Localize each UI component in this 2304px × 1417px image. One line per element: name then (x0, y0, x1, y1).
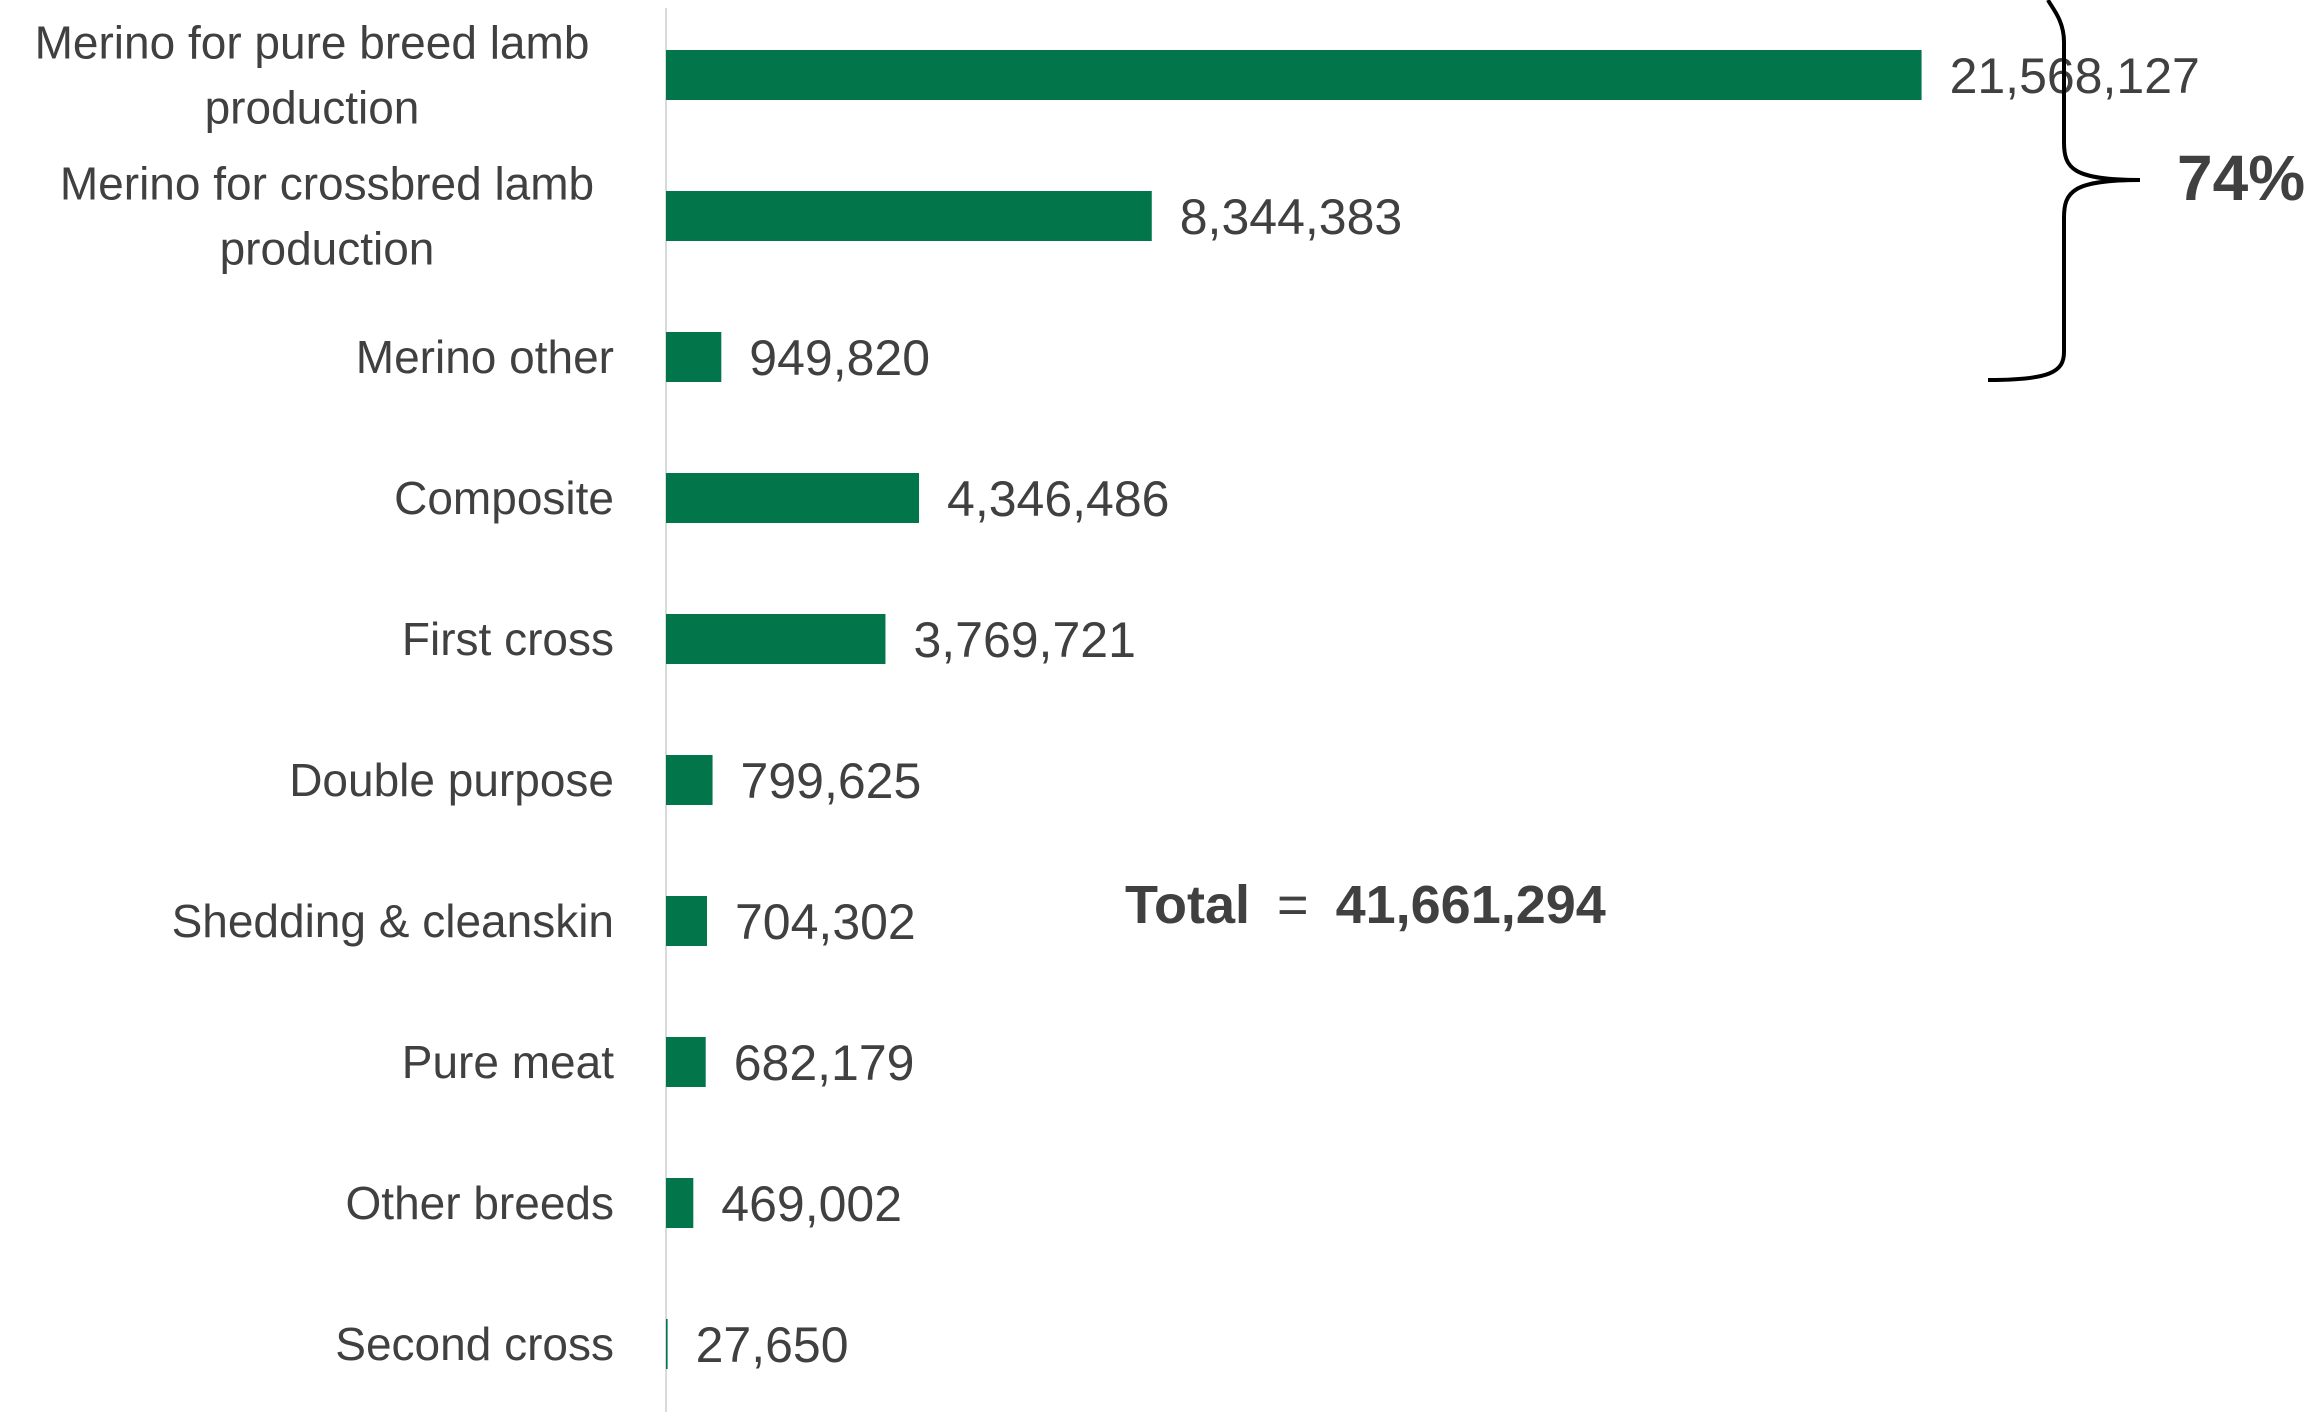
category-label: Other breeds (346, 1177, 614, 1229)
bar (666, 50, 1922, 100)
category-label-line: Merino for pure breed lamb (35, 17, 590, 69)
data-label: 704,302 (735, 894, 916, 950)
category-label: Double purpose (289, 754, 614, 806)
data-label: 27,650 (696, 1317, 849, 1373)
data-label: 4,346,486 (947, 471, 1169, 527)
category-label: Shedding & cleanskin (172, 895, 614, 947)
data-label: 8,344,383 (1180, 189, 1402, 245)
bar (666, 896, 708, 946)
category-labels: Merino for pure breed lamb productionMeri… (35, 17, 615, 1371)
data-label: 949,820 (749, 330, 930, 386)
category-label: Merino for crossbred lamb production (60, 158, 594, 275)
total-annotation-text: Total = 41,661,294 (1125, 875, 1606, 935)
bar (666, 332, 722, 382)
bracket-percent: 74% (2177, 142, 2304, 214)
bar (666, 614, 886, 664)
category-label: First cross (402, 613, 614, 665)
bars (666, 50, 1922, 1369)
bar (666, 1178, 694, 1228)
bar (666, 473, 920, 523)
category-label: Merino for pure breed lamb production (35, 17, 590, 134)
bar (666, 755, 713, 805)
bar (666, 191, 1152, 241)
category-label: Merino other (356, 331, 614, 383)
bar (666, 1037, 706, 1087)
data-label: 469,002 (721, 1176, 902, 1232)
total-value: 41,661,294 (1336, 875, 1606, 935)
category-label-line: production (220, 223, 435, 275)
category-label-line: production (205, 82, 420, 134)
total-label: Total (1125, 875, 1250, 935)
category-label-line: Merino for crossbred lamb (60, 158, 594, 210)
bar (666, 1319, 668, 1369)
data-label: 682,179 (734, 1035, 915, 1091)
curly-brace (1987, 0, 2141, 382)
data-label: 21,568,127 (1950, 48, 2200, 104)
data-label: 3,769,721 (913, 612, 1135, 668)
bracket-annotation: 74% (1987, 0, 2304, 382)
category-label: Second cross (335, 1318, 614, 1370)
category-label: Pure meat (402, 1036, 614, 1088)
total-equals: = (1277, 875, 1309, 935)
data-labels: 21,568,127 8,344,383 949,820 4,346,486 3,769… (696, 48, 2200, 1373)
total-annotation: Total = 41,661,294 (1125, 875, 1606, 935)
data-label: 799,625 (741, 753, 922, 809)
category-label: Composite (394, 472, 614, 524)
